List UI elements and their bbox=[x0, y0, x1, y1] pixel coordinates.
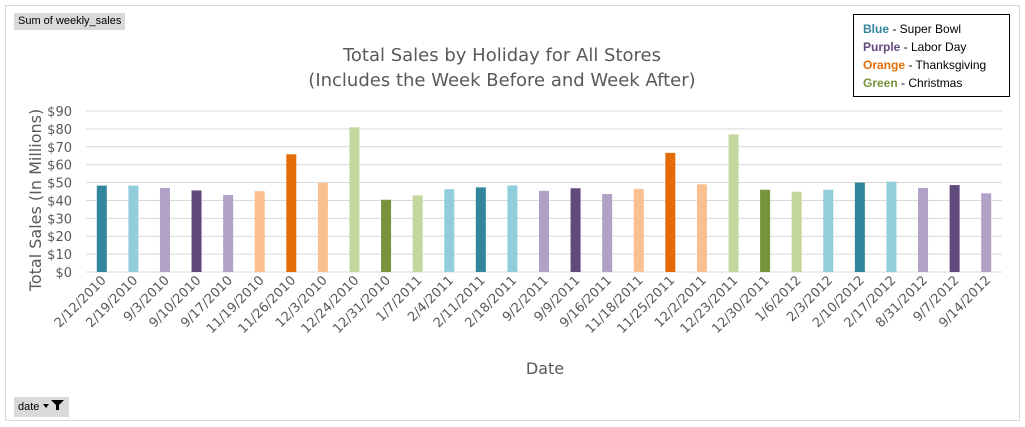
bar bbox=[570, 188, 581, 272]
bar bbox=[349, 127, 360, 272]
bar bbox=[949, 185, 960, 272]
bar bbox=[886, 181, 897, 272]
bar bbox=[823, 189, 834, 272]
legend-row-green: Green - Christmas bbox=[863, 74, 1000, 92]
y-tick-label: $10 bbox=[47, 248, 72, 263]
bar bbox=[475, 187, 486, 272]
bars bbox=[96, 127, 992, 272]
bar bbox=[191, 190, 202, 272]
bar bbox=[633, 188, 644, 272]
bar bbox=[665, 152, 676, 272]
date-field-filter-button[interactable]: date bbox=[14, 397, 70, 417]
x-axis-label: Date bbox=[526, 359, 564, 378]
bar bbox=[381, 199, 392, 272]
bar bbox=[223, 195, 234, 272]
y-tick-label: $90 bbox=[47, 105, 72, 120]
legend-text: - Christmas bbox=[897, 76, 963, 90]
legend-key: Purple bbox=[863, 40, 901, 54]
bar bbox=[760, 189, 771, 272]
bar bbox=[981, 193, 992, 272]
bar bbox=[159, 187, 170, 272]
bar bbox=[539, 190, 549, 272]
legend-text: - Super Bowl bbox=[889, 22, 962, 36]
bar bbox=[317, 182, 328, 272]
bar bbox=[728, 134, 739, 272]
bar bbox=[918, 187, 929, 272]
value-field-button[interactable]: Sum of weekly_sales bbox=[14, 13, 126, 30]
bar bbox=[254, 191, 265, 272]
bar bbox=[96, 185, 107, 272]
y-axis-label: Total Sales (In Millions) bbox=[26, 109, 45, 292]
chart-title: Total Sales by Holiday for All Stores bbox=[342, 45, 661, 66]
y-tick-label: $20 bbox=[47, 230, 72, 245]
legend-text: - Thanksgiving bbox=[905, 58, 987, 72]
bar bbox=[854, 182, 865, 272]
chart-subtitle: (Includes the Week Before and Week After… bbox=[308, 70, 695, 91]
filter-dropdown-icon bbox=[43, 399, 65, 415]
legend-text: - Labor Day bbox=[900, 40, 967, 54]
bar bbox=[696, 184, 707, 272]
x-axis-tick-labels: 2/12/20102/19/20109/3/20109/10/20109/17/… bbox=[52, 273, 994, 337]
bar bbox=[286, 154, 297, 272]
y-tick-label: $0 bbox=[55, 266, 72, 281]
y-tick-label: $30 bbox=[47, 212, 72, 227]
y-tick-label: $50 bbox=[47, 177, 72, 192]
y-axis-tick-labels: $0 $10 $20 $30 $40 $50 $60 $70 $80 $90 bbox=[47, 105, 72, 281]
bar bbox=[791, 191, 802, 272]
bar bbox=[412, 195, 423, 272]
y-tick-label: $60 bbox=[47, 159, 72, 174]
legend-key: Green bbox=[863, 76, 898, 90]
legend-row-purple: Purple - Labor Day bbox=[863, 38, 1000, 56]
color-legend: Blue - Super Bowl Purple - Labor Day Ora… bbox=[853, 14, 1010, 97]
bar bbox=[602, 194, 613, 272]
date-field-label: date bbox=[18, 400, 40, 413]
y-tick-label: $70 bbox=[47, 141, 72, 156]
y-tick-label: $80 bbox=[47, 123, 72, 138]
bar bbox=[444, 189, 455, 272]
legend-row-blue: Blue - Super Bowl bbox=[863, 20, 1000, 38]
legend-key: Blue bbox=[863, 22, 890, 36]
bar bbox=[128, 185, 139, 272]
legend-key: Orange bbox=[863, 58, 906, 72]
y-tick-label: $40 bbox=[47, 194, 72, 209]
legend-row-orange: Orange - Thanksgiving bbox=[863, 56, 1000, 74]
bar bbox=[507, 185, 518, 272]
